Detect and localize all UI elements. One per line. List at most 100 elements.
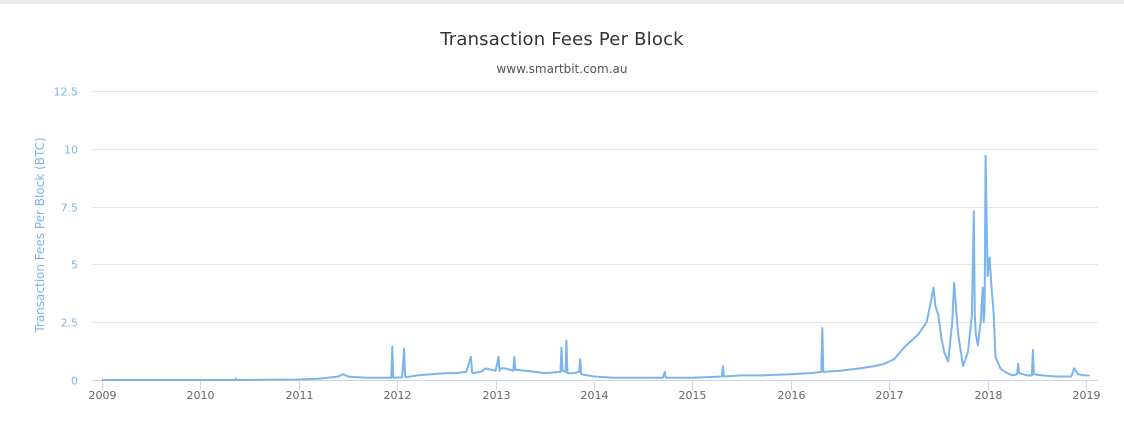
y-axis-ticks: 0 2.5 5 7.5 10 12.5 (54, 86, 79, 388)
x-axis: 2009 2010 2011 2012 2013 2014 2015 2016 2017 2018… (89, 380, 1101, 402)
data-point (430, 373, 433, 376)
data-point (981, 286, 984, 289)
data-point (376, 376, 379, 379)
data-point (337, 375, 340, 378)
data-point (498, 370, 501, 372)
data-point (499, 367, 502, 370)
data-point (317, 378, 320, 380)
data-point (820, 371, 823, 373)
x-tick-label: 2009 (89, 389, 117, 402)
data-point (580, 373, 582, 376)
data-point (691, 376, 694, 379)
y-tick-label: 0 (71, 375, 78, 388)
chart-subtitle: www.smartbit.com.au (496, 62, 628, 76)
y-tick-label: 7.5 (61, 202, 79, 215)
data-point (932, 286, 935, 289)
data-point (544, 372, 546, 374)
data-point (612, 376, 615, 379)
x-tick-label: 2015 (679, 389, 707, 402)
data-point (101, 379, 103, 381)
data-point (721, 375, 723, 378)
data-point (722, 365, 724, 367)
data-point (578, 371, 580, 373)
y-tick-label: 12.5 (54, 86, 79, 99)
data-point (514, 368, 517, 371)
data-point (455, 372, 458, 374)
data-point (391, 345, 394, 348)
data-point (973, 210, 975, 212)
data-point (992, 309, 995, 312)
data-point (1073, 367, 1075, 370)
data-point (560, 346, 563, 349)
data-point (1016, 373, 1018, 376)
data-point (565, 339, 568, 342)
data-point (917, 333, 920, 335)
series-line (102, 154, 1089, 381)
data-point (534, 371, 536, 373)
data-point (994, 356, 997, 358)
data-point (740, 374, 743, 377)
data-point (642, 376, 644, 379)
data-point (1088, 374, 1090, 377)
x-tick-label: 2014 (581, 389, 609, 402)
data-point (471, 371, 473, 373)
data-point (662, 376, 664, 379)
data-point (947, 360, 949, 363)
data-point (513, 356, 516, 358)
y-tick-label: 5 (71, 259, 78, 272)
data-point (566, 372, 569, 374)
data-point (809, 372, 812, 374)
data-point (403, 348, 405, 350)
data-point (999, 367, 1002, 370)
data-point (593, 375, 595, 378)
data-point (943, 351, 946, 354)
data-point (723, 375, 725, 378)
data-point (760, 374, 763, 377)
data-point (986, 275, 989, 277)
data-point (1032, 349, 1034, 351)
data-point (559, 371, 562, 373)
data-point (416, 374, 418, 377)
data-point (347, 375, 349, 378)
data-point (485, 367, 487, 370)
data-point (821, 327, 824, 329)
y-axis-label: Transaction Fees Per Block (BTC) (33, 137, 47, 333)
data-point (937, 314, 940, 317)
data-point (472, 372, 474, 374)
series-group (101, 154, 1090, 381)
data-point (199, 379, 202, 381)
x-tick-label: 2013 (483, 389, 511, 402)
data-point (564, 371, 567, 373)
data-point (512, 370, 515, 372)
data-point (1031, 374, 1033, 377)
data-point (940, 337, 943, 340)
data-point (1006, 372, 1009, 374)
data-point (977, 344, 979, 347)
data-point (664, 371, 666, 373)
y-tick-label: 2.5 (61, 317, 79, 330)
data-point (1033, 373, 1035, 376)
data-point (873, 365, 876, 367)
data-point (913, 337, 915, 340)
data-point (401, 376, 403, 379)
data-point (357, 376, 359, 379)
data-point (990, 286, 993, 289)
data-point (1055, 375, 1058, 378)
data-point (366, 376, 369, 379)
data-point (298, 378, 300, 381)
data-point (1018, 372, 1020, 374)
data-point (1017, 363, 1019, 365)
data-point (1002, 370, 1005, 372)
x-tick-label: 2011 (286, 389, 314, 402)
data-point (497, 356, 500, 358)
data-point (1040, 374, 1043, 377)
data-point (405, 376, 407, 379)
data-point (445, 372, 448, 374)
data-point (979, 321, 982, 324)
data-point (480, 371, 482, 373)
data-point (465, 371, 467, 373)
top-border (0, 0, 1124, 4)
data-point (903, 346, 905, 349)
data-point (234, 379, 236, 381)
data-point (858, 367, 861, 370)
